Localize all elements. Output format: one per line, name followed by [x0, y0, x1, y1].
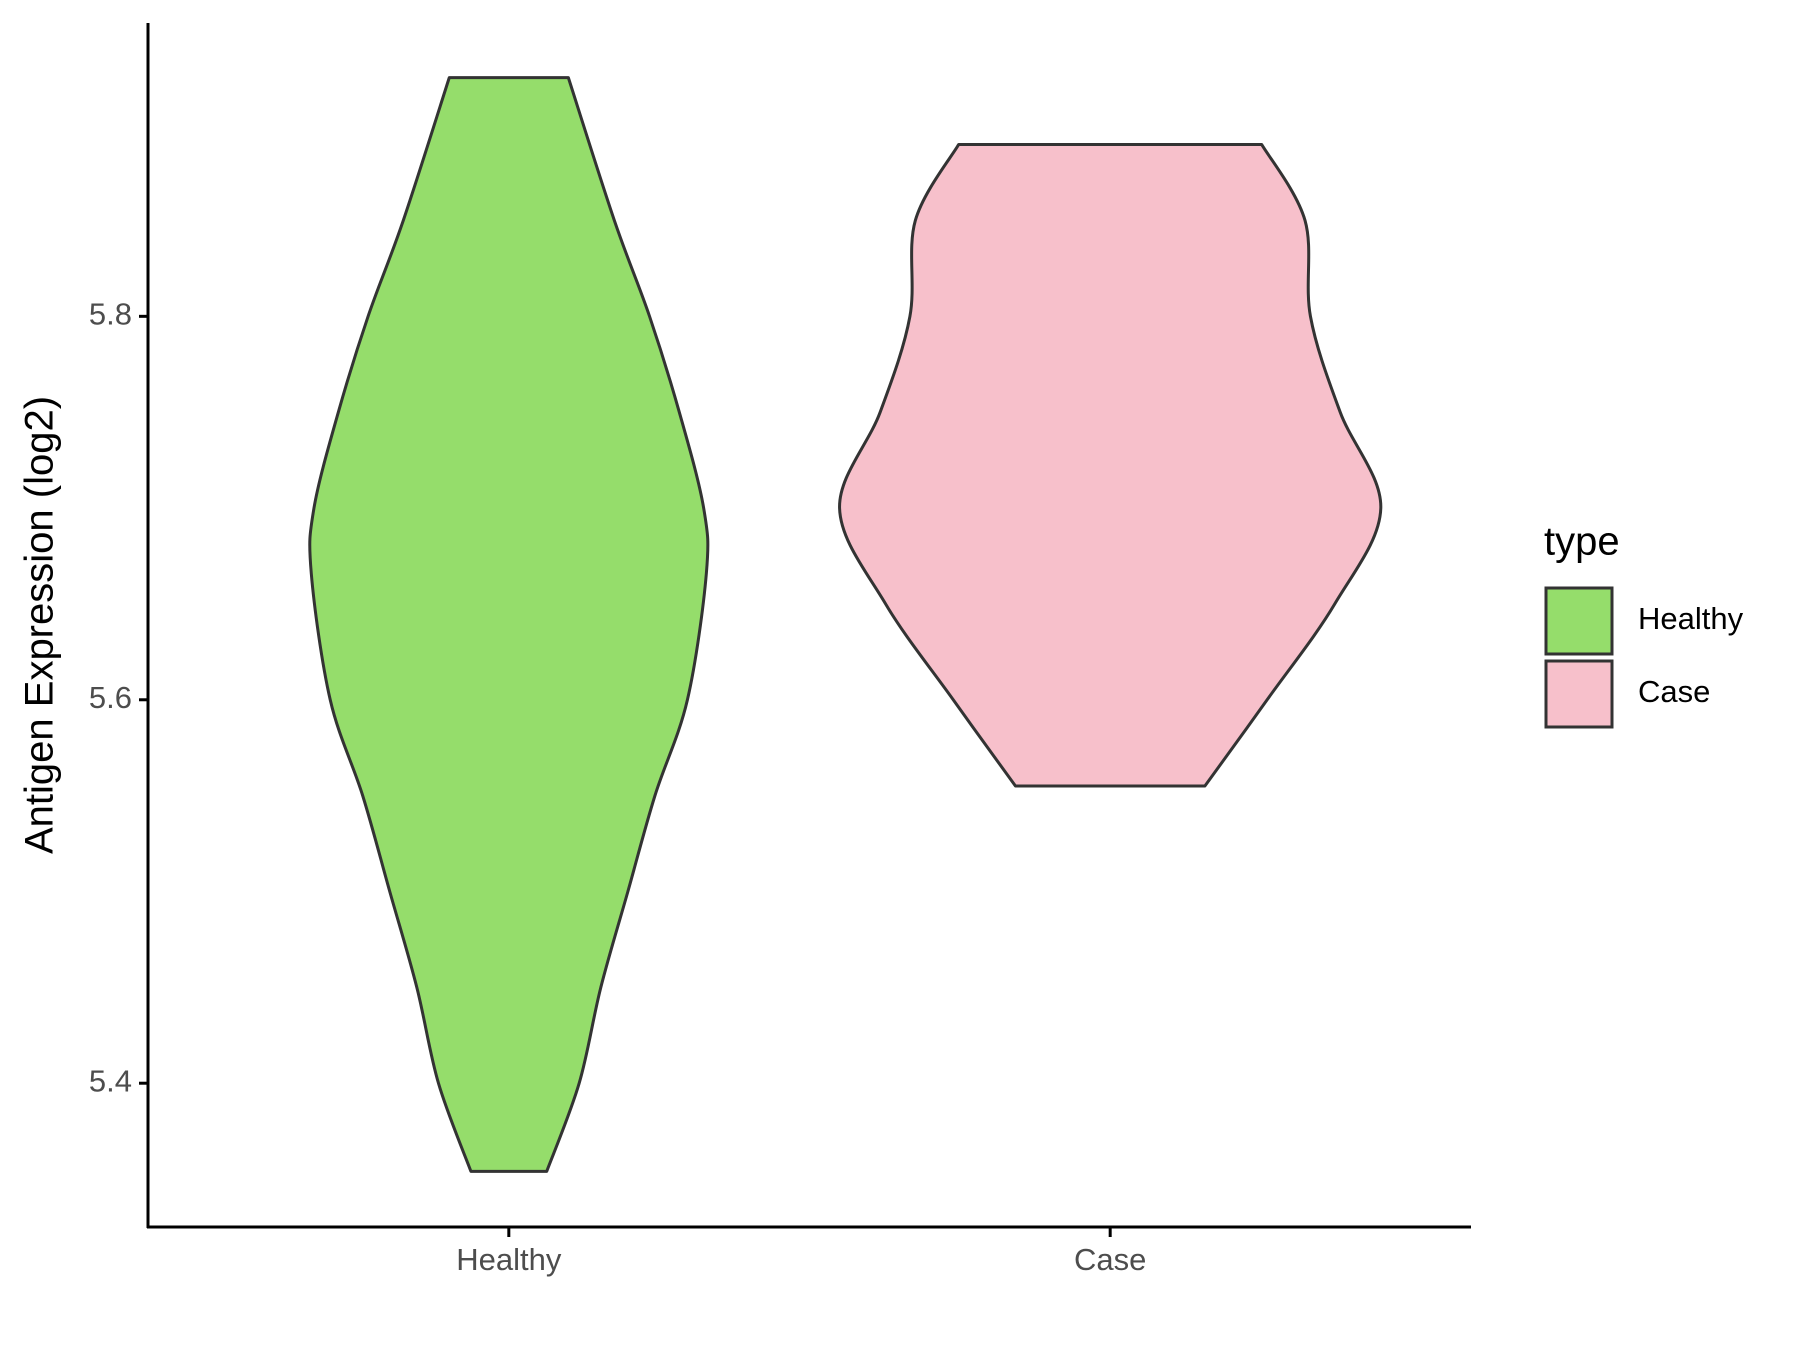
- violin: [838, 143, 1383, 788]
- violin: [308, 76, 710, 1173]
- y-axis-title: Antigen Expression (log2): [18, 396, 62, 854]
- y-tick-label: 5.8: [89, 297, 132, 332]
- legend-title: type: [1544, 520, 1620, 564]
- y-tick-label: 5.6: [89, 680, 132, 715]
- legend-label: Healthy: [1638, 601, 1744, 636]
- x-tick-label: Case: [1074, 1242, 1146, 1277]
- legend-key: [1544, 659, 1614, 729]
- legend-key: [1544, 586, 1614, 656]
- legend-label: Case: [1638, 674, 1710, 709]
- x-tick-label: Healthy: [456, 1242, 562, 1277]
- y-tick-label: 5.4: [89, 1063, 132, 1098]
